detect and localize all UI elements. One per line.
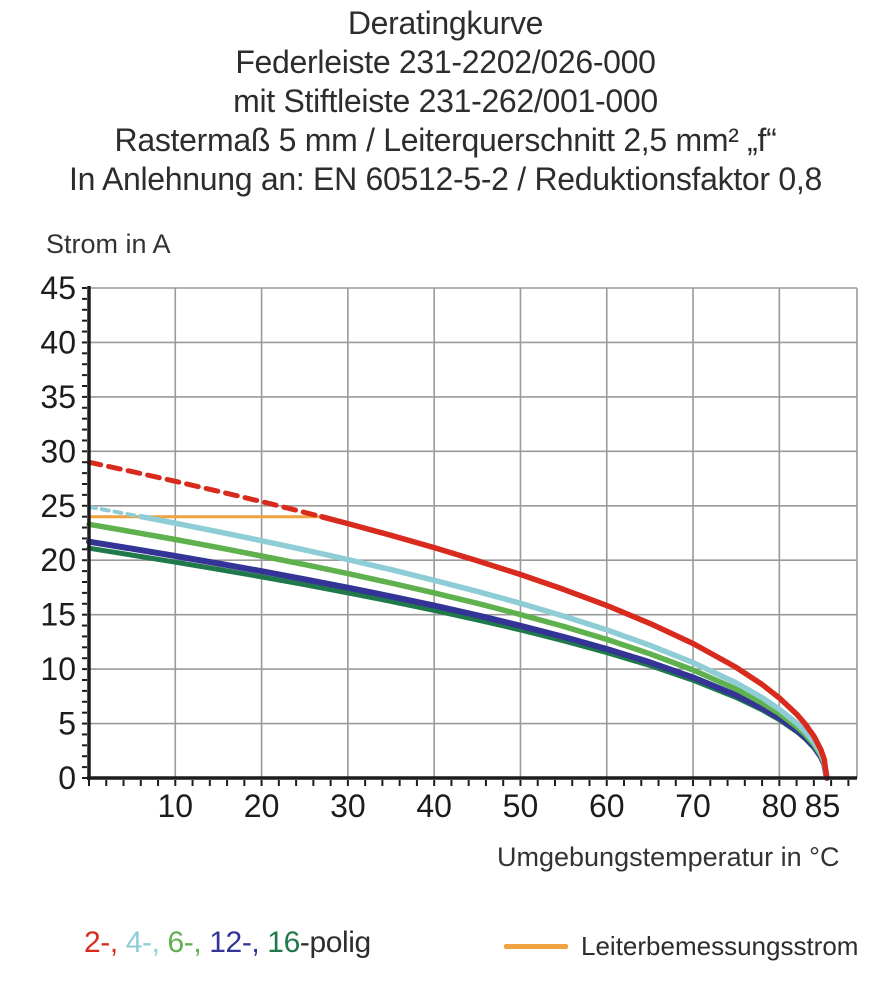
chart-title-line-1: Deratingkurve <box>347 5 544 41</box>
poles-legend-part: 4-, <box>125 926 168 959</box>
chart-title-line-5: In Anlehnung an: EN 60512-5-2 / Reduktio… <box>69 161 822 197</box>
chart-title-line-3: mit Stiftleiste 231-262/001-000 <box>233 83 658 119</box>
curve-4-polig-above-rated <box>87 504 143 519</box>
chart-title-block: Deratingkurve Federleiste 231-2202/026-0… <box>0 4 891 199</box>
y-tick-label: 0 <box>58 760 76 796</box>
poles-legend-part: -polig <box>299 926 371 959</box>
x-tick-label: 70 <box>675 788 711 824</box>
y-tick-label: 20 <box>40 542 76 578</box>
x-tick-label: 60 <box>589 788 625 824</box>
chart-title-line-2: Federleiste 231-2202/026-000 <box>235 44 656 80</box>
curve-16-polig <box>86 545 830 781</box>
y-tick-label: 45 <box>40 270 76 306</box>
y-tick-label: 15 <box>40 597 76 633</box>
curve-2-polig-above-rated <box>86 459 325 520</box>
chart-title-line-4: Rastermaß 5 mm / Leiterquerschnitt 2,5 m… <box>114 122 777 158</box>
y-tick-label: 30 <box>40 433 76 469</box>
poles-legend: 2-, 4-, 6-, 12-, 16-polig <box>84 926 371 960</box>
y-tick-label: 5 <box>58 706 76 742</box>
curve-4-polig <box>138 513 830 781</box>
y-tick-label: 10 <box>40 651 76 687</box>
x-tick-label: 30 <box>330 788 366 824</box>
poles-legend-part: 6-, <box>167 926 210 959</box>
x-tick-label: 10 <box>157 788 193 824</box>
poles-legend-part: 2-, <box>84 926 126 959</box>
x-axis-title: Umgebungstemperatur in °C <box>497 842 840 872</box>
y-axis-title: Strom in A <box>46 229 171 259</box>
x-tick-label: 80 <box>762 788 798 824</box>
curve-12-polig <box>86 538 830 781</box>
y-tick-label: 35 <box>40 379 76 415</box>
rated-current-legend: Leiterbemessungsstrom <box>504 931 858 962</box>
poles-legend-part: 16 <box>267 926 300 959</box>
x-tick-label: 85 <box>805 788 841 824</box>
x-tick-label: 50 <box>503 788 539 824</box>
x-tick-label: 40 <box>416 788 452 824</box>
y-tick-label: 40 <box>40 324 76 360</box>
x-tick-label: 20 <box>244 788 280 824</box>
y-tick-label: 25 <box>40 488 76 524</box>
rated-current-label: Leiterbemessungsstrom <box>581 931 859 961</box>
curve-2-polig <box>319 514 830 781</box>
poles-legend-part: 12-, <box>209 926 268 959</box>
rated-current-line-swatch <box>504 944 568 949</box>
